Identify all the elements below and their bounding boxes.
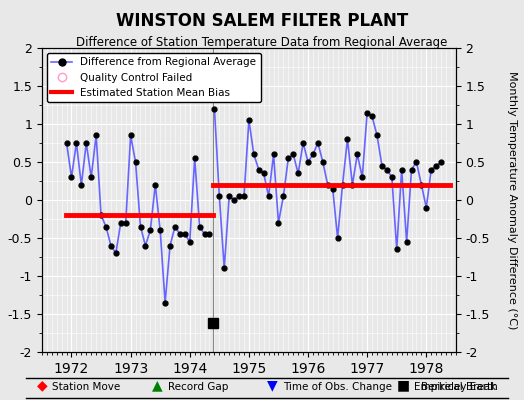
- Text: Record Gap: Record Gap: [168, 382, 228, 392]
- Text: ▲: ▲: [152, 378, 162, 392]
- Y-axis label: Monthly Temperature Anomaly Difference (°C): Monthly Temperature Anomaly Difference (…: [507, 71, 517, 329]
- Text: Empirical Break: Empirical Break: [414, 382, 496, 392]
- Text: Time of Obs. Change: Time of Obs. Change: [283, 382, 392, 392]
- Text: ■: ■: [397, 378, 410, 392]
- Text: Berkeley Earth: Berkeley Earth: [421, 382, 498, 392]
- Legend: Difference from Regional Average, Quality Control Failed, Estimated Station Mean: Difference from Regional Average, Qualit…: [47, 53, 260, 102]
- Text: Difference of Station Temperature Data from Regional Average: Difference of Station Temperature Data f…: [77, 36, 447, 49]
- Text: Station Move: Station Move: [52, 382, 121, 392]
- Text: WINSTON SALEM FILTER PLANT: WINSTON SALEM FILTER PLANT: [116, 12, 408, 30]
- Text: ◆: ◆: [37, 378, 47, 392]
- Text: ▼: ▼: [267, 378, 278, 392]
